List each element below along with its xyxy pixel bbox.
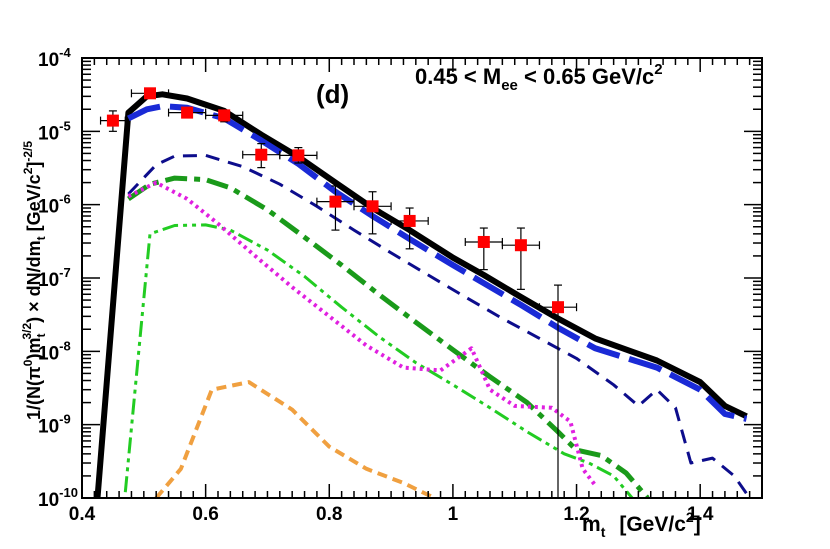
data-marker [403, 214, 416, 227]
data-point [130, 87, 170, 100]
panel-label: (d) [316, 79, 349, 109]
series-line-5 [123, 223, 634, 498]
y-tick-label: 10-7 [38, 265, 71, 291]
y-tick-label: 10-5 [38, 118, 71, 144]
data-points-layer [99, 87, 578, 498]
data-marker [106, 114, 119, 127]
data-marker [366, 200, 379, 213]
data-point [316, 185, 355, 231]
data-marker [292, 149, 305, 162]
data-marker [514, 239, 527, 252]
series-line-6 [127, 180, 597, 487]
y-axis-title: 1/(N(π0)mt3/2) × dN/dmt [GeV/c2]-2/5 [20, 141, 48, 420]
y-tick-label: 10-9 [38, 412, 71, 438]
x-tick-label: 0.4 [69, 504, 96, 525]
y-tick-label: 10-6 [38, 192, 71, 218]
data-marker [477, 235, 490, 248]
data-marker [552, 301, 564, 314]
data-point [167, 106, 207, 119]
x-tick-label: 1 [448, 504, 459, 525]
x-tick-label: 0.8 [316, 504, 342, 525]
data-marker [329, 195, 342, 208]
x-tick-label: 0.6 [192, 504, 218, 525]
y-tick-label: 10-8 [38, 338, 71, 364]
data-point [279, 147, 318, 164]
y-tick-label: 10-10 [38, 485, 78, 511]
data-point [390, 207, 429, 250]
data-marker [218, 109, 231, 122]
data-point [501, 227, 541, 290]
axis-ticks [81, 57, 763, 499]
data-point [464, 227, 503, 271]
series-line-7 [154, 380, 436, 498]
x-tick-label: 1.4 [687, 504, 714, 525]
x-axis-title: mt [GeV/c2] [582, 509, 701, 540]
data-point [353, 191, 392, 235]
series-line-3 [127, 153, 751, 498]
data-marker [255, 148, 268, 161]
mass-window-label: 0.45 < Mee < 0.65 GeV/c2 [415, 61, 663, 94]
data-point [538, 284, 578, 498]
x-tick-labels: 0.4 0.6 0.8 1 1.2 1.4 [69, 504, 714, 525]
series-line-4 [126, 175, 650, 498]
data-marker [181, 106, 194, 119]
data-point [205, 109, 244, 123]
x-tick-label: 1.2 [563, 504, 589, 525]
y-tick-label: 10-4 [38, 45, 71, 71]
data-marker [144, 87, 156, 100]
y-tick-labels: 10-10 10-9 10-8 10-7 10-6 10-5 10-4 [38, 45, 78, 511]
data-point [99, 110, 126, 132]
